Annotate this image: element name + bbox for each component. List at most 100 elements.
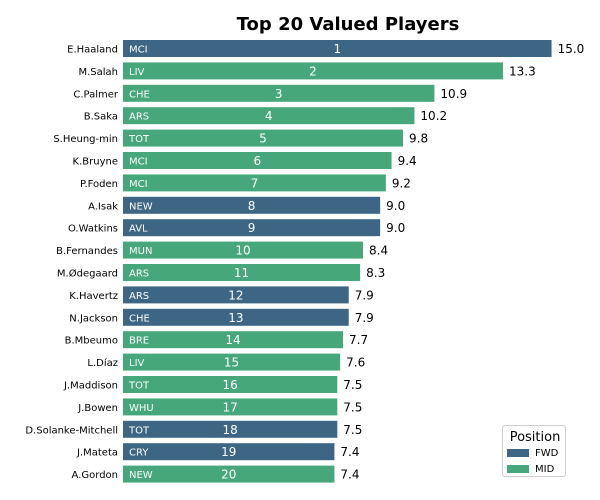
team-label: ARS (129, 291, 149, 302)
team-label: CRY (129, 448, 149, 459)
player-name-label: K.Havertz (69, 291, 118, 302)
rank-label: 18 (223, 423, 238, 437)
bar (123, 196, 381, 214)
rank-label: 10 (235, 244, 250, 258)
player-name-label: P.Foden (80, 179, 118, 190)
player-name-label: A.Gordon (72, 470, 118, 481)
bar (123, 286, 349, 304)
bar (123, 465, 335, 483)
player-name-label: A.Isak (88, 201, 118, 212)
legend-entry-fwd: FWD (507, 448, 558, 460)
chart-title: Top 20 Valued Players (237, 14, 460, 35)
team-label: MUN (129, 246, 152, 257)
rank-label: 13 (228, 311, 243, 325)
rank-label: 1 (333, 42, 341, 56)
value-label: 13.3 (509, 64, 536, 78)
player-name-label: S.Heung-min (53, 134, 118, 145)
value-label: 10.2 (420, 109, 447, 123)
player-name-label: E.Haaland (67, 45, 118, 56)
legend-swatch-mid (507, 465, 529, 473)
player-name-label: N.Jackson (69, 313, 118, 324)
rank-label: 20 (221, 468, 236, 482)
team-label: CHE (129, 313, 150, 324)
team-label: AVL (129, 224, 148, 235)
legend-label-mid: MID (535, 464, 555, 475)
rank-label: 7 (251, 176, 259, 190)
rank-label: 6 (253, 154, 261, 168)
player-name-label: M.Ødegaard (57, 268, 118, 280)
rank-label: 3 (275, 87, 283, 101)
bar (123, 443, 335, 461)
team-label: LIV (129, 358, 145, 369)
value-label: 7.5 (343, 400, 362, 414)
player-name-label: C.Palmer (73, 89, 119, 100)
bar (123, 241, 363, 259)
bar (123, 40, 552, 57)
team-label: MCI (129, 179, 148, 190)
bar (123, 219, 381, 237)
value-label: 7.4 (340, 468, 359, 482)
player-name-label: J.Maddison (63, 381, 118, 392)
player-name-label: J.Mateta (76, 448, 118, 459)
rank-label: 8 (248, 199, 256, 213)
team-label: MCI (129, 157, 148, 168)
team-label: TOT (128, 134, 150, 145)
player-name-label: B.Saka (84, 112, 118, 123)
legend: Position FWD MID (502, 425, 566, 477)
value-label: 8.4 (369, 244, 388, 258)
value-label: 9.2 (392, 176, 411, 190)
team-label: BRE (129, 336, 149, 347)
player-name-label: B.Fernandes (56, 246, 118, 257)
bar (123, 129, 403, 147)
team-label: TOT (128, 425, 150, 436)
team-label: ARS (129, 269, 149, 280)
bar (123, 107, 415, 125)
player-name-label: O.Watkins (68, 224, 118, 235)
team-label: WHU (129, 403, 154, 414)
player-name-label: K.Bruyne (73, 157, 118, 168)
player-name-label: M.Salah (78, 67, 118, 78)
legend-title: Position (509, 430, 561, 445)
value-label: 7.9 (355, 311, 374, 325)
rank-label: 4 (265, 109, 273, 123)
bar (123, 376, 338, 393)
legend-label-fwd: FWD (535, 448, 559, 459)
rank-label: 17 (223, 400, 238, 414)
rank-label: 9 (248, 221, 256, 235)
team-label: NEW (129, 201, 153, 212)
value-label: 7.5 (343, 378, 362, 392)
rank-label: 15 (224, 356, 239, 370)
team-label: ARS (129, 112, 149, 123)
rank-label: 19 (221, 445, 236, 459)
value-label: 15.0 (558, 42, 585, 56)
value-label: 10.9 (440, 87, 467, 101)
bar (123, 308, 349, 326)
rank-label: 11 (234, 266, 249, 280)
rank-label: 16 (223, 378, 238, 392)
team-label: CHE (129, 89, 150, 100)
bar (123, 174, 386, 192)
bars-group: E.Haaland MCI 1 15.0 M.Salah LIV 2 13.3 C.Palmer… (25, 40, 584, 483)
value-label: 7.5 (343, 423, 362, 437)
bar (123, 152, 392, 169)
team-label: TOT (128, 381, 150, 392)
rank-label: 12 (228, 288, 243, 302)
team-label: NEW (129, 470, 153, 481)
bar (123, 264, 361, 281)
bar (123, 62, 503, 80)
value-label: 9.8 (409, 132, 428, 146)
bar (123, 353, 341, 371)
player-name-label: B.Mbeumo (65, 336, 118, 347)
rank-label: 2 (309, 64, 317, 78)
legend-entry-mid: MID (507, 464, 554, 476)
player-name-label: D.Solanke-Mitchell (25, 425, 118, 436)
value-label: 9.4 (398, 154, 417, 168)
team-label: LIV (129, 67, 145, 78)
bar (123, 84, 435, 102)
bar (123, 331, 343, 349)
bar (123, 398, 338, 416)
rank-label: 14 (225, 333, 240, 347)
player-name-label: J.Bowen (77, 403, 118, 414)
value-label: 8.3 (366, 266, 385, 280)
